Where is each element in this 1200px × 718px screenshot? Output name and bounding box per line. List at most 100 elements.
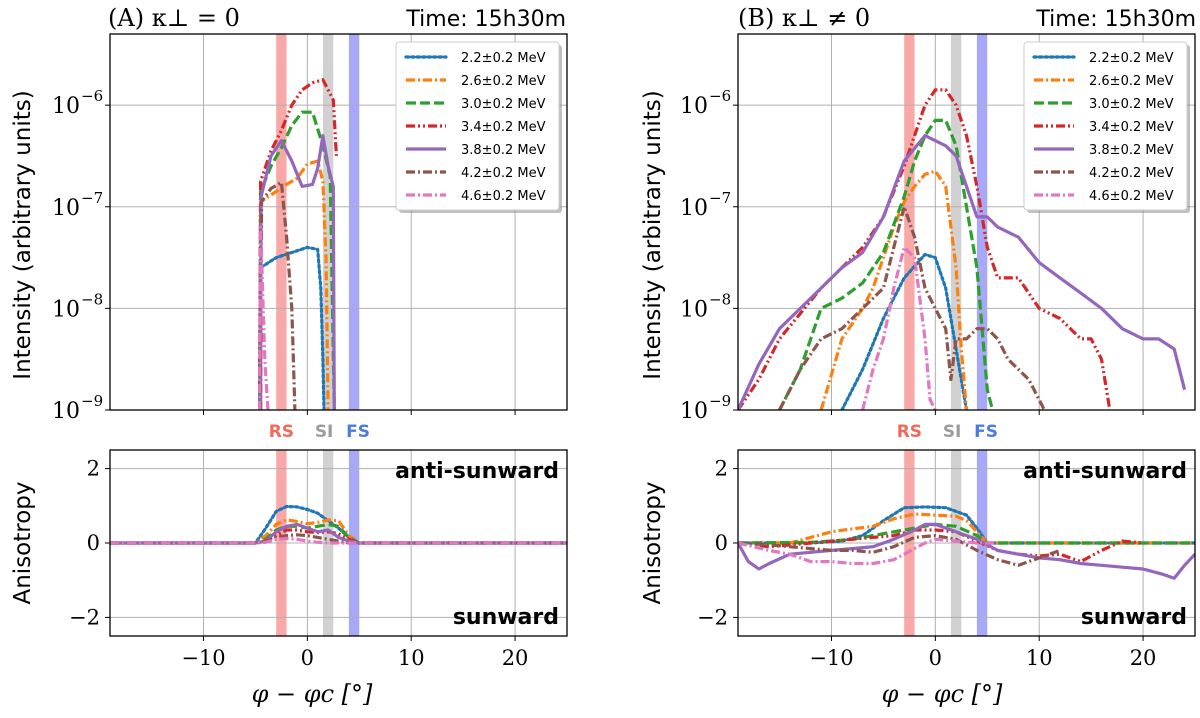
xtick-label: −10 [809,646,853,670]
legend-label: 2.6±0.2 MeV [461,74,546,89]
ytick-label: 10 [52,196,80,221]
xtick-label: 10 [1026,646,1053,670]
legend-label: 3.0±0.2 MeV [461,97,546,112]
ytick-label-exp: −9 [81,392,103,410]
band-label-si: SI [315,422,334,442]
ytick-label-exp: −8 [81,290,103,308]
ytick-label: 10 [52,399,80,424]
legend-label: 3.4±0.2 MeV [461,120,546,135]
ytick-label: 0 [715,531,728,555]
ytick-label-exp: −7 [81,189,103,207]
legend-label: 3.8±0.2 MeV [1089,143,1174,158]
panel-b-title: (B) κ⊥ ≠ 0 [738,4,870,32]
ytick-label: 0 [87,531,100,555]
panel-b-xlabel: φ − φc [°] [882,680,1003,708]
intensity-series-4 [738,88,1112,410]
ytick-label-exp: −7 [709,189,731,207]
legend-label: 2.2±0.2 MeV [1089,51,1174,66]
ytick-label: −2 [697,605,728,629]
intensity-series-5 [738,134,1187,410]
xtick-label: 20 [502,646,529,670]
panel-b-anisotropy-plot: −2 0 2 −10 0 10 20 anti-sunward sunward [697,449,1196,670]
xtick-label: −10 [181,646,225,670]
intensity-series-4 [258,78,338,410]
anisotropy-series-7 [738,537,998,566]
ytick-label-exp: −6 [709,87,731,105]
legend-label: 3.0±0.2 MeV [1089,97,1174,112]
intensity-series-1 [840,252,969,410]
ytick-label: 10 [52,94,80,119]
anisotropy-series-6 [738,533,1061,567]
annotation-sunward: sunward [1081,605,1187,630]
legend-label: 4.6±0.2 MeV [461,189,546,204]
anisotropy-series-4 [738,528,1144,564]
band-label-fs: FS [974,422,998,442]
intensity-series-2 [258,159,330,410]
panel-a-anisotropy-ylabel: Anisotropy [10,481,36,604]
band-si [322,34,334,410]
band-label-fs: FS [346,422,370,442]
ytick-label: −2 [69,605,100,629]
ytick-label-exp: −8 [709,290,731,308]
annotation-anti-sunward: anti-sunward [1023,459,1187,484]
band-rs [276,34,287,410]
band-label-si: SI [943,422,962,442]
legend-label: 4.6±0.2 MeV [1089,189,1174,204]
ytick-label-exp: −6 [81,87,103,105]
band-label-rs: RS [269,422,294,442]
intensity-series-6 [259,180,297,410]
ytick-label: 10 [52,297,80,322]
band-fs [348,34,360,410]
legend-label: 3.4±0.2 MeV [1089,120,1174,135]
xtick-label: 10 [398,646,425,670]
panel-b: (B) κ⊥ ≠ 0 Time: 15h30m 10−910−810−710−6… [640,4,1196,708]
anisotropy-series-7 [110,536,567,545]
legend: 2.2±0.2 MeV 2.6±0.2 MeV 3.0±0.2 MeV 3.4±0.2… [1023,41,1190,213]
axes-frame [737,33,1196,411]
panel-a-anisotropy-plot: −2 0 2 −10 0 10 20 anti-sunward sunward [69,449,568,670]
ytick-label-exp: −9 [709,392,731,410]
ytick-label: 2 [715,457,728,481]
intensity-series-2 [819,169,969,410]
band-si [950,34,962,410]
legend-label: 2.2±0.2 MeV [461,51,546,66]
panel-a: (A) κ⊥ = 0 Time: 15h30m 10−910−810−710−6… [10,4,568,708]
xtick-label: 0 [301,646,314,670]
intensity-series-1 [258,245,326,410]
intensity-series-3 [778,118,995,410]
legend-label: 2.6±0.2 MeV [1089,74,1174,89]
panel-a-xlabel: φ − φc [°] [252,680,373,708]
ytick-label: 10 [680,196,708,221]
panel-a-intensity-plot: 10−910−810−710 −6RS SI FS2.2±0.2 MeV2.6±0.2… [52,33,568,442]
intensity-series-5 [259,134,336,410]
band-label-rs: RS [897,422,922,442]
axes-frame [109,33,568,411]
ytick-label: 10 [680,399,708,424]
legend-label: 4.2±0.2 MeV [1089,166,1174,181]
intensity-series-7 [258,225,270,410]
anisotropy-series-2 [738,512,1195,545]
intensity-series-7 [861,245,937,410]
panel-b-intensity-ylabel: Intensity (arbitrary units) [640,90,666,379]
panel-b-anisotropy-ylabel: Anisotropy [640,481,666,604]
annotation-anti-sunward: anti-sunward [395,459,559,484]
intensity-series-6 [778,205,1046,410]
legend-label: 4.2±0.2 MeV [461,166,546,181]
ytick-label: 2 [87,457,100,481]
xtick-label: 0 [929,646,942,670]
panel-b-time-label: Time: 15h30m [1035,7,1196,32]
ytick-label: 10 [680,94,708,119]
panel-a-intensity-ylabel: Intensity (arbitrary units) [10,90,36,379]
panel-a-time-label: Time: 15h30m [405,7,566,32]
panel-b-intensity-plot: 10−910−810−710 −6RS SI FS2.2±0.2 MeV2.6±0.2… [680,33,1196,442]
legend-box [1023,41,1188,211]
panel-a-title: (A) κ⊥ = 0 [108,4,240,32]
legend-box [395,41,560,211]
anisotropy-series-5 [738,522,1195,580]
legend-label: 3.8±0.2 MeV [461,143,546,158]
ytick-label: 10 [680,297,708,322]
xtick-label: 20 [1130,646,1157,670]
annotation-sunward: sunward [453,605,559,630]
legend: 2.2±0.2 MeV 2.6±0.2 MeV 3.0±0.2 MeV 3.4±0.2… [395,41,562,213]
